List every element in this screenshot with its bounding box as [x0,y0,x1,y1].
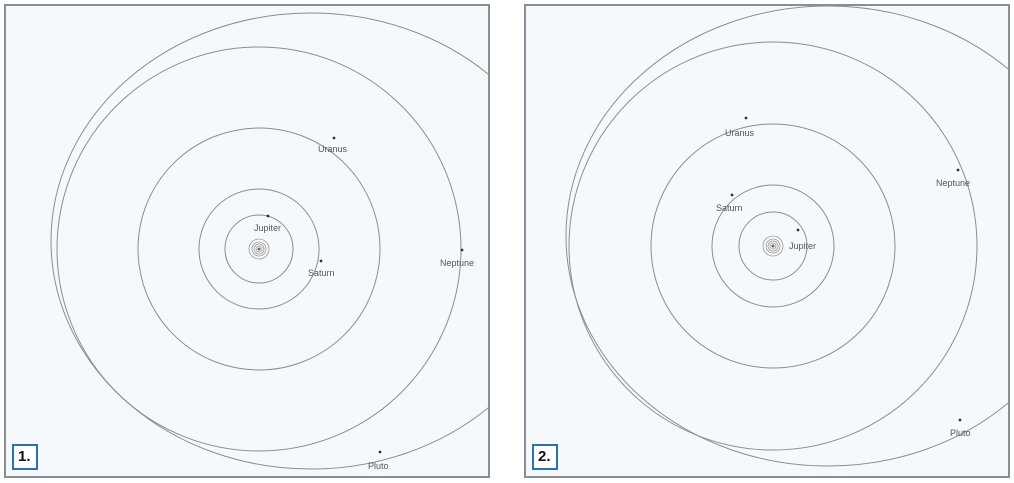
planet-pluto-marker [958,418,962,422]
orbit-diagram-panel-1: Jupiter Saturn Uranus Neptune Pluto 1. [4,4,490,478]
planet-saturn-marker [730,193,734,197]
inner-solar-system [248,238,270,260]
inner-orbit-mercury [255,245,263,253]
sun-icon [771,244,775,248]
panel-number-badge: 1. [12,444,38,470]
orbit-neptune [56,46,462,452]
inner-orbit-mercury [769,242,777,250]
inner-orbit-mars [762,235,784,257]
planet-label-pluto: Pluto [368,461,389,471]
inner-orbit-earth [765,238,781,254]
planet-uranus-marker [744,116,748,120]
planet-label-saturn: Saturn [716,203,743,213]
orbit-jupiter [224,214,294,284]
orbit-pluto [565,6,1008,467]
planet-uranus-marker [332,136,336,140]
planet-label-uranus: Uranus [318,144,348,154]
orbit-jupiter [738,211,808,281]
orbit-saturn [198,188,320,310]
orbit-diagram-panel-2: Jupiter Saturn Uranus Neptune Pluto 2. [524,4,1010,478]
sun-icon [257,247,261,251]
inner-orbit-venus [253,243,265,255]
orbit-neptune [568,41,978,451]
planet-label-jupiter: Jupiter [254,223,281,233]
planet-label-pluto: Pluto [950,428,971,438]
orbit-uranus [650,123,896,369]
inner-orbit-mars [248,238,270,260]
orbit-uranus [137,127,381,371]
inner-solar-system [762,235,784,257]
orbit-diagram-1: Jupiter Saturn Uranus Neptune Pluto [50,12,488,471]
inner-orbit-venus [767,240,779,252]
planet-neptune-marker [956,168,960,172]
orbit-saturn [711,184,835,308]
orbit-pluto [50,12,488,470]
planet-neptune-marker [460,248,464,252]
planet-label-neptune: Neptune [936,178,970,188]
panel-number-badge: 2. [532,444,558,470]
inner-orbit-earth [251,241,267,257]
planet-saturn-marker [319,259,323,263]
planet-label-jupiter: Jupiter [789,241,816,251]
planet-jupiter-marker [266,214,270,218]
planet-label-uranus: Uranus [725,128,755,138]
planet-jupiter-marker [796,228,800,232]
planet-label-neptune: Neptune [440,258,474,268]
planet-pluto-marker [378,450,382,454]
orbit-diagram-2: Jupiter Saturn Uranus Neptune Pluto [565,6,1008,467]
planet-label-saturn: Saturn [308,268,335,278]
